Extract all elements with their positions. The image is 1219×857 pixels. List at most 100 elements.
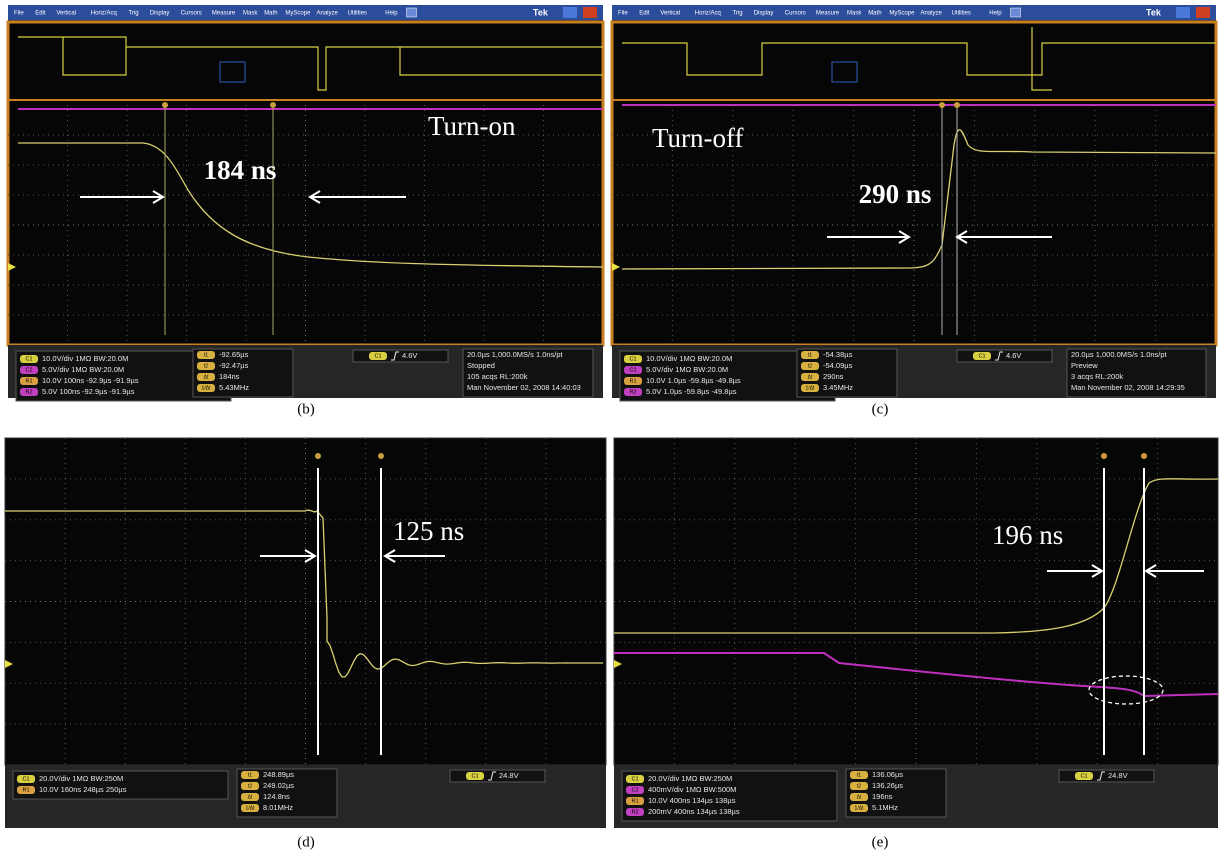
menu-item: Vertical — [56, 11, 76, 17]
cursor-handle — [939, 102, 945, 108]
menu-item: MyScope — [285, 11, 311, 17]
menu-item: Utilities — [952, 11, 971, 17]
menu-item: Analyze — [921, 11, 943, 17]
menu-item: Horiz/Acq — [91, 11, 117, 17]
cursor-handle — [162, 102, 168, 108]
menu-item: Trig — [733, 11, 743, 17]
cursor-readout: 248.89µs — [263, 770, 294, 779]
annotation: Turn-on — [428, 111, 516, 141]
menu-item: Cursors — [181, 11, 202, 17]
channel-badge-label: C2 — [25, 367, 32, 373]
cursor-readout: -54.38µs — [823, 350, 853, 359]
menu-item: Trig — [129, 11, 139, 17]
trigger-level: 24.8V — [499, 771, 519, 780]
cursor-badge-label: t2 — [248, 783, 252, 789]
menu-item: Utilities — [348, 11, 367, 17]
menu-item: Edit — [639, 11, 650, 17]
acquisition-readout: 20.0µs 1,000.0MS/s 1.0ns/pt — [1071, 350, 1168, 359]
channel-badge-label: R1 — [631, 798, 638, 804]
menu-item: Math — [264, 11, 277, 17]
channel-readout: 5.0V 1.0µs -59.8µs -49.8µs — [646, 387, 737, 396]
channel-badge-label: C1 — [631, 776, 638, 782]
cursor-readout: 196ns — [872, 792, 893, 801]
trigger-block — [353, 350, 448, 362]
annotation: 196 ns — [992, 520, 1063, 550]
acquisition-readout: Man November 02, 2008 14:29:35 — [1071, 383, 1185, 392]
cursor-readout: -54.09µs — [823, 361, 853, 370]
cursor-readout: -92.47µs — [219, 361, 249, 370]
cursor-badge-label: 1/Δt — [806, 385, 816, 391]
cursor-handle — [1101, 453, 1107, 459]
close-button — [1196, 7, 1210, 18]
menu-item: Mask — [243, 11, 258, 17]
cursor-badge-label: 1/Δt — [855, 805, 865, 811]
menu-item: Math — [868, 11, 881, 17]
channel-readout: 10.0V/div 1MΩ BW:20.0M — [42, 354, 128, 363]
trigger-level: 24.8V — [1108, 771, 1128, 780]
channel-badge-label: R2 — [629, 389, 636, 395]
cursor-handle — [1141, 453, 1147, 459]
channel-badge-label: C1 — [629, 356, 636, 362]
menu-item: Analyze — [317, 11, 339, 17]
cursor-badge-label: t2 — [857, 783, 861, 789]
cursor-badge-label: 1/Δt — [202, 385, 212, 391]
trigger-source: C1 — [471, 773, 478, 779]
cursor-badge-label: t1 — [204, 352, 208, 358]
acquisition-readout: 105 acqs RL:200k — [467, 372, 528, 381]
cursor-readout: 3.45MHz — [823, 383, 853, 392]
cursor-badge-label: t2 — [204, 363, 208, 369]
cursor-readout: 124.8ns — [263, 792, 290, 801]
channel-readout: 20.0V/div 1MΩ BW:250M — [648, 774, 732, 783]
cursor-readout: 184ns — [219, 372, 240, 381]
trigger-source: C1 — [978, 353, 985, 359]
acquisition-readout: Preview — [1071, 361, 1098, 370]
trigger-source: C1 — [374, 353, 381, 359]
menu-item: Display — [754, 11, 774, 17]
cursor-badge-label: Δt — [808, 374, 813, 380]
menu-item: MyScope — [889, 11, 915, 17]
channel-badge-label: C1 — [25, 356, 32, 362]
channel-readout: 200mV 400ns 134µs 138µs — [648, 807, 740, 816]
menu-item: Cursors — [785, 11, 806, 17]
menu-item: Help — [989, 11, 1002, 17]
cursor-readout: 8.01MHz — [263, 803, 293, 812]
annotation: 290 ns — [859, 179, 932, 209]
menu-item: Mask — [847, 11, 862, 17]
cursor-handle — [378, 453, 384, 459]
acquisition-readout: Man November 02, 2008 14:40:03 — [467, 383, 581, 392]
caption: (b) — [297, 401, 315, 417]
menu-item: Vertical — [660, 11, 680, 17]
menu-item: Measure — [212, 11, 236, 17]
annotation: Turn-off — [652, 123, 744, 153]
menu-item: Help — [385, 11, 398, 17]
trigger-level: 4.6V — [1006, 351, 1021, 360]
channel-readout: 5.0V 100ns -92.9µs -91.9µs — [42, 387, 135, 396]
menu-item: File — [14, 11, 24, 17]
caption: (d) — [297, 834, 315, 850]
cursor-badge-label: Δt — [857, 794, 862, 800]
cursor-readout: -92.65µs — [219, 350, 249, 359]
channel-readout: 10.0V 100ns -92.9µs -91.9µs — [42, 376, 139, 385]
annotation: 125 ns — [393, 516, 464, 546]
cursor-badge-label: t1 — [857, 772, 861, 778]
channel-readout: 10.0V 400ns 134µs 138µs — [648, 796, 736, 805]
channel-badge-label: R1 — [22, 787, 29, 793]
channel-badge-label: C2 — [631, 787, 638, 793]
cursor-handle — [954, 102, 960, 108]
cursor-badge-label: 1/Δt — [246, 805, 256, 811]
cursor-readout: 136.26µs — [872, 781, 903, 790]
channel-badge-label: C1 — [22, 776, 29, 782]
menu-item: Edit — [35, 11, 46, 17]
cursor-readout: 290ns — [823, 372, 844, 381]
channel-readout: 10.0V/div 1MΩ BW:20.0M — [646, 354, 732, 363]
cursor-readout: 136.06µs — [872, 770, 903, 779]
brand: Tek — [533, 7, 549, 17]
acquisition-readout: 3 acqs RL:200k — [1071, 372, 1123, 381]
trigger-source: C1 — [1080, 773, 1087, 779]
trigger-level: 4.6V — [402, 351, 417, 360]
channel-badge-label: R2 — [25, 389, 32, 395]
menu-item: Display — [150, 11, 170, 17]
